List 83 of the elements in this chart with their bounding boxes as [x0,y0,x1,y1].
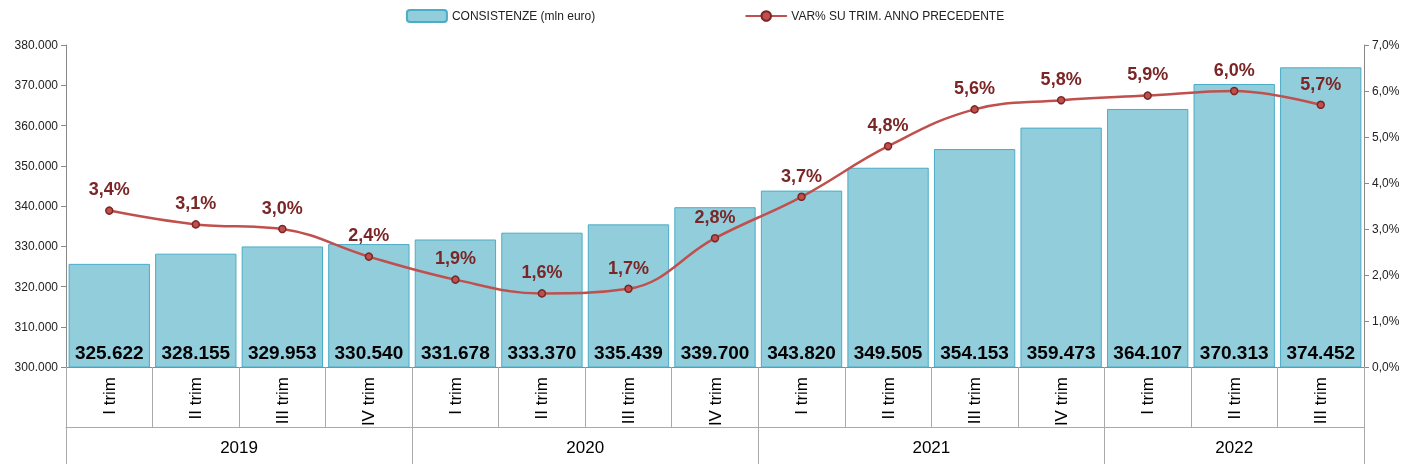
point [797,192,806,202]
y2-tick-label: 3,0% [1372,222,1400,236]
data-label: 343.820 [767,341,836,363]
data-label: 3,7% [781,165,823,186]
x-tick-label: IV trim [1051,377,1071,427]
y2-tick-label: 6,0% [1372,84,1400,98]
point [537,289,547,298]
data-label: 331.678 [421,341,490,363]
x-tick-label: II trim [1224,377,1244,420]
y-tick-label: 330.000 [14,239,59,254]
point [1056,95,1066,105]
y-tick-label: 350.000 [14,158,59,173]
x-tick-label: III trim [272,377,292,425]
data-label: 374.452 [1286,341,1356,363]
data-label: 5,8% [1040,68,1082,89]
data-label: 2,4% [348,225,390,246]
point [364,252,374,261]
data-label: 349.505 [853,341,923,363]
data-label: 2,8% [694,206,736,227]
x-tick-label: III trim [618,377,638,425]
data-label: 328.155 [161,341,231,363]
data-label: 4,8% [867,114,909,135]
y2-tick-label: 7,0% [1372,38,1400,52]
y-tick-label: 320.000 [14,279,59,294]
legend-label: CONSISTENZE (mln euro) [451,9,596,23]
point [105,206,114,215]
data-label: 5,6% [954,78,996,99]
point [710,233,720,243]
data-label: 329.953 [247,341,317,363]
text: 2022 [1215,438,1254,457]
x-tick-label: I trim [792,377,812,415]
x-tick-label: I trim [1138,377,1158,415]
y-tick-label: 310.000 [14,319,59,334]
x-tick-label: II trim [186,377,206,420]
x-tick-label: IV trim [359,377,379,427]
data-label: 3,0% [261,197,303,218]
data-label: 1,6% [521,262,563,283]
point [1316,100,1325,110]
y2-tick-label: 2,0% [1372,268,1400,282]
x-tick-label: III trim [1311,377,1331,425]
y2-tick-label: 5,0% [1372,130,1400,144]
y2-tick-label: 4,0% [1372,176,1400,190]
y-tick-label: 380.000 [14,38,59,52]
data-label: 370.313 [1199,341,1269,363]
data-label: 339.700 [680,341,750,363]
point [970,105,979,114]
data-label: 333.370 [507,341,577,363]
point [278,224,287,234]
point [191,220,201,229]
data-label: 335.439 [594,341,663,363]
data-label: 330.540 [334,341,404,363]
x-tick-label: I trim [445,377,465,415]
data-label: 325.622 [74,341,144,363]
legend-label: VAR% SU TRIM. ANNO PRECEDENTE [791,9,1005,23]
x-tick-label: I trim [99,377,119,415]
y-tick-label: 340.000 [14,199,59,213]
x-tick-label: II trim [878,377,898,420]
data-label: 6,0% [1213,59,1255,80]
data-label: 359.473 [1026,341,1096,363]
x-tick-label: III trim [965,377,985,425]
y-tick-label: 360.000 [14,118,59,133]
x-tick-label: IV trim [705,377,725,427]
point [1143,91,1152,100]
data-label: 5,9% [1127,64,1169,85]
point [883,141,893,151]
data-label: 5,7% [1300,73,1342,94]
text: 2021 [912,438,951,457]
data-label: 3,1% [175,193,217,214]
data-label: 1,7% [607,257,649,278]
x-tick-label: II trim [532,377,552,420]
data-label: 364.107 [1113,341,1183,363]
y2-tick-label: 1,0% [1372,314,1400,328]
y-tick-label: 370.000 [14,78,59,93]
point [1229,86,1239,96]
y-tick-label: 300.000 [14,360,59,374]
data-label: 1,9% [434,248,476,269]
text: 2019 [220,438,258,457]
y2-tick-label: 0,0% [1372,360,1400,374]
text: 2020 [566,438,605,457]
point [451,275,460,284]
point [624,284,633,294]
data-label: 354.153 [940,341,1009,363]
data-label: 3,4% [88,179,130,200]
